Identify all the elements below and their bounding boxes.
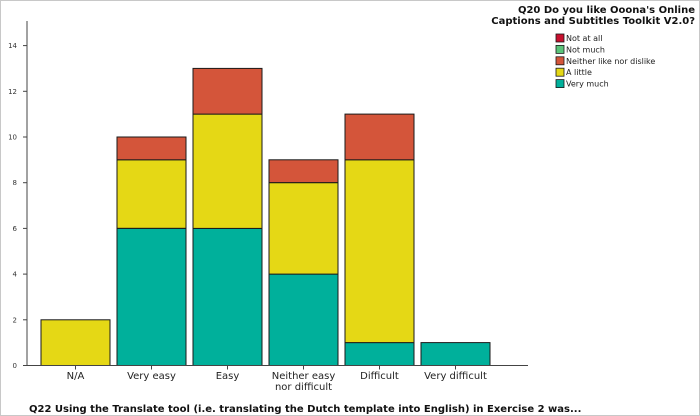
legend-item: Very much xyxy=(555,79,609,89)
legend-swatch xyxy=(555,67,565,77)
bar-segment xyxy=(268,159,339,184)
bar-segment xyxy=(344,113,415,161)
bar-segment xyxy=(344,159,415,344)
bar-segment xyxy=(116,136,187,161)
bar-segment xyxy=(192,67,263,115)
legend-swatch xyxy=(555,33,565,43)
y-tick-label: 0 xyxy=(13,362,17,370)
legend: Not at all Not much Neither like nor disli… xyxy=(555,33,655,89)
bar-segment xyxy=(344,342,415,367)
bar-segment xyxy=(116,159,187,229)
bar-segment xyxy=(192,113,263,229)
legend-label: Neither like nor dislike xyxy=(566,57,655,66)
bar-segment xyxy=(192,227,263,366)
y-tick-label: 10 xyxy=(8,134,17,142)
legend-item: A little xyxy=(555,67,592,77)
bar-segment xyxy=(268,182,339,275)
y-axis: 0 2 4 6 8 10 12 14 xyxy=(8,21,28,370)
legend-title-line: Captions and Subtitles Toolkit V2.0? xyxy=(491,16,695,27)
legend-swatch xyxy=(555,79,565,88)
bar-segment xyxy=(40,319,111,366)
x-category-label: Difficult xyxy=(360,371,399,382)
legend-swatch xyxy=(555,45,565,54)
bar-segment xyxy=(268,273,339,367)
legend-title-line: Q20 Do you like Ooona's Online xyxy=(518,5,695,16)
y-tick-label: 14 xyxy=(8,42,17,50)
bars xyxy=(40,67,491,367)
legend-item: Not much xyxy=(555,45,605,54)
legend-swatch xyxy=(555,56,565,66)
x-axis: N/A Very easy Easy Neither easy nor difficul… xyxy=(27,365,528,393)
y-tick-label: 12 xyxy=(8,88,17,96)
y-tick-label: 4 xyxy=(13,271,18,279)
y-tick-label: 8 xyxy=(13,179,17,187)
x-category-label: Neither easy nor difficult xyxy=(272,371,336,393)
legend-item: Not at all xyxy=(555,33,603,43)
x-category-label: Easy xyxy=(216,371,240,382)
legend-label: Not much xyxy=(566,45,605,54)
legend-label: Not at all xyxy=(566,34,603,43)
bar-segment xyxy=(420,342,491,367)
legend-label: Very much xyxy=(566,80,609,89)
legend-item: Neither like nor dislike xyxy=(555,56,655,66)
x-axis-title: Q22 Using the Translate tool (i.e. trans… xyxy=(29,404,581,415)
y-tick-label: 6 xyxy=(13,225,18,233)
x-category-label: Very easy xyxy=(127,371,176,382)
y-tick-label: 2 xyxy=(13,316,17,324)
x-category-label: N/A xyxy=(67,371,85,382)
x-category-label: Very difficult xyxy=(424,371,487,382)
legend-label: A little xyxy=(566,68,592,77)
bar-segment xyxy=(116,227,187,366)
